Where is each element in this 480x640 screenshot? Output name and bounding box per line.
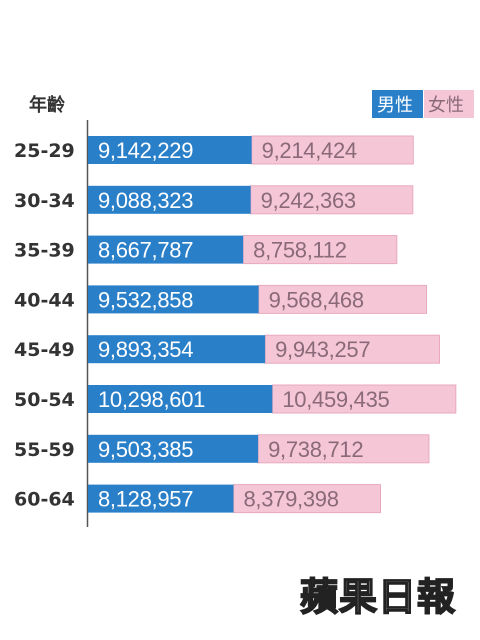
male-bar: [88, 285, 259, 314]
male-bar: [88, 235, 244, 264]
legend-male-swatch: [372, 90, 423, 118]
age-group-label: 55-59: [14, 439, 75, 461]
male-value-label: 9,503,385: [98, 437, 193, 462]
female-bar: [258, 284, 427, 314]
female-value-label: 9,214,424: [262, 138, 357, 163]
female-bar: [257, 434, 430, 464]
legend-male-label: 男性: [377, 95, 413, 116]
age-group-label: 25-29: [14, 140, 75, 162]
legend: 男性 女性: [372, 90, 474, 118]
male-bar: [88, 484, 234, 513]
male-bar: [88, 335, 266, 364]
female-value-label: 9,943,257: [275, 337, 370, 362]
male-value-label: 9,088,323: [98, 188, 193, 213]
age-group-label: 45-49: [14, 339, 75, 361]
newspaper-logo: 蘋果日報: [299, 574, 457, 620]
male-bar: [88, 434, 259, 463]
female-value-label: 8,379,398: [244, 487, 339, 512]
male-value-label: 9,893,354: [98, 337, 193, 362]
female-value-label: 10,459,435: [282, 387, 389, 412]
female-value-label: 8,758,112: [253, 238, 347, 263]
female-bar: [264, 334, 441, 364]
male-bar: [88, 185, 251, 214]
age-group-label: 30-34: [14, 190, 75, 212]
male-bar: [88, 385, 273, 413]
male-value-label: 9,532,858: [98, 287, 193, 312]
age-group-label: 60-64: [14, 489, 75, 511]
male-bar: [88, 136, 252, 164]
female-bar: [233, 484, 381, 514]
male-value-label: 8,128,957: [98, 487, 193, 512]
legend-female-swatch: [424, 90, 474, 118]
age-group-label: 50-54: [14, 389, 75, 411]
female-value-label: 9,568,468: [269, 287, 364, 312]
male-value-label: 10,298,601: [98, 387, 205, 412]
male-value-label: 8,667,787: [98, 238, 193, 263]
y-axis-title: 年齡: [29, 94, 65, 116]
age-group-label: 35-39: [14, 240, 75, 262]
male-value-label: 9,142,229: [98, 138, 193, 163]
bar-rows: 25-29 9,142,229 9,214,424 30-34 9,088,323 9,2…: [14, 135, 457, 514]
legend-female-label: 女性: [428, 95, 464, 116]
female-value-label: 9,738,712: [268, 437, 363, 462]
female-value-label: 9,242,363: [261, 188, 356, 213]
age-group-label: 40-44: [14, 289, 75, 311]
